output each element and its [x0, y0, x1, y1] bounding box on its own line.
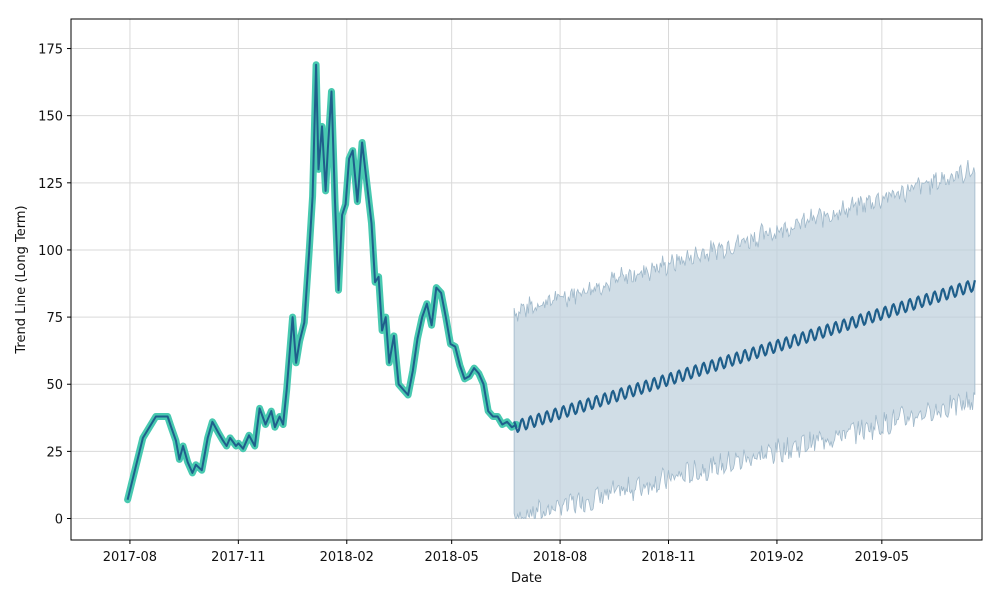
x-axis-ticks: 2017-08 2017-11 2018-02 2018-05 2018-08 2018-… — [103, 540, 909, 565]
fitted-line — [126, 63, 517, 500]
y-tick-label: 125 — [38, 177, 63, 192]
forecast-series — [513, 280, 976, 433]
y-tick-label: 175 — [38, 43, 63, 58]
x-tick-label: 2018-11 — [641, 550, 695, 565]
y-tick-label: 150 — [38, 110, 63, 125]
x-tick-label: 2017-11 — [211, 550, 265, 565]
x-tick-label: 2019-02 — [750, 550, 804, 565]
y-axis-ticks: 0 25 50 75 100 125 150 175 — [38, 43, 71, 528]
actual-series — [124, 61, 520, 504]
x-tick-label: 2017-08 — [103, 550, 157, 565]
x-axis-label: Date — [511, 571, 542, 586]
forecast-line — [513, 280, 976, 433]
x-tick-label: 2019-05 — [855, 550, 909, 565]
x-tick-label: 2018-02 — [320, 550, 374, 565]
interval-band — [513, 160, 976, 520]
y-tick-label: 0 — [55, 513, 63, 528]
x-tick-label: 2018-05 — [424, 550, 478, 565]
x-tick-label: 2018-08 — [533, 550, 587, 565]
y-axis-label: Trend Line (Long Term) — [14, 205, 29, 354]
plot-frame — [70, 18, 983, 541]
y-tick-label: 75 — [46, 311, 63, 326]
uncertainty-interval — [513, 160, 976, 520]
y-tick-label: 25 — [46, 445, 63, 460]
y-tick-label: 100 — [38, 244, 63, 259]
y-tick-label: 50 — [46, 378, 63, 393]
